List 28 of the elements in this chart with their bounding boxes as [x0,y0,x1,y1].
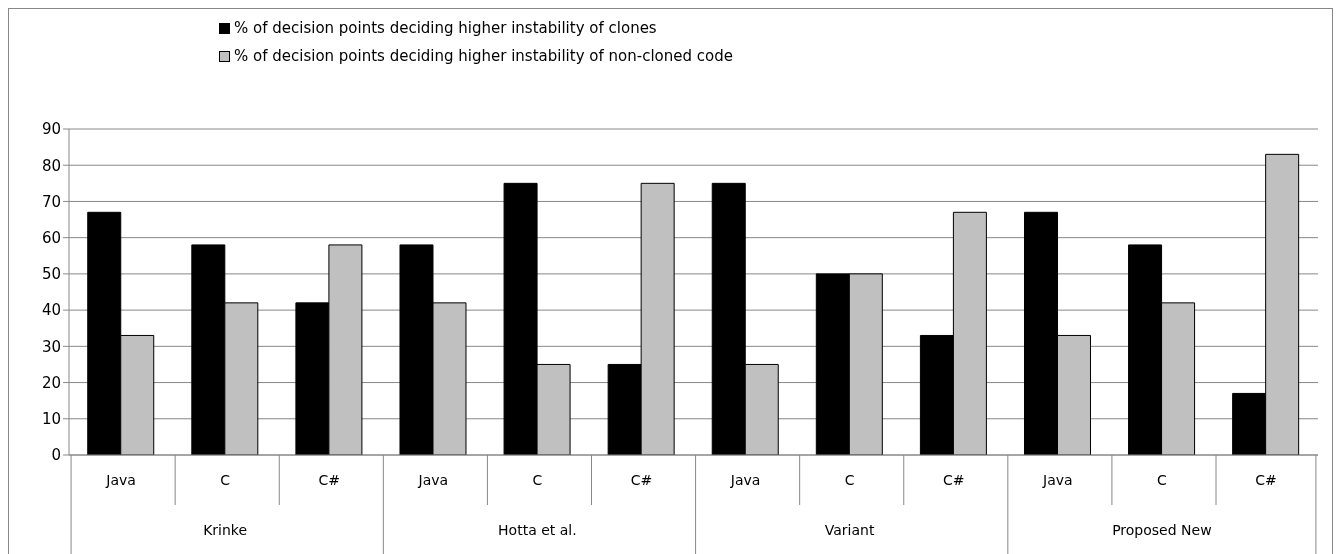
legend-label: % of decision points deciding higher instability of non-cloned code [234,47,733,65]
x-tick-label: C# [1255,472,1277,488]
text: Krinke [203,522,248,538]
y-tick-label: 20 [41,373,61,392]
y-tick-label: 50 [41,265,61,284]
x-tick-label: C [532,472,543,488]
y-tick-label: 30 [41,337,61,356]
y-tick-label: 10 [41,410,61,429]
y-tick-label: 0 [51,446,61,465]
x-tick-label: Java [1042,472,1073,488]
y-tick-label: 80 [41,156,61,175]
x-tick-label: Java [105,472,136,488]
y-tick-label: 40 [41,301,61,320]
x-tick-label: C [844,472,855,488]
x-tick-label: C [1156,472,1167,488]
text: Proposed New [1112,522,1212,538]
x-tick-label: C# [942,472,965,488]
legend-label: % of decision points deciding higher instability of clones [234,19,657,37]
x-tick-label: C# [630,472,653,488]
text: Hotta et al. [498,522,577,538]
x-tick-label: C [220,472,231,488]
text: Variant [824,522,875,538]
y-tick-label: 60 [41,228,61,247]
y-tick-label: 90 [41,120,61,139]
x-tick-label: Java [729,472,761,488]
y-tick-label: 70 [41,192,61,211]
x-tick-label: Java [417,472,449,488]
x-tick-label: C# [318,472,340,488]
